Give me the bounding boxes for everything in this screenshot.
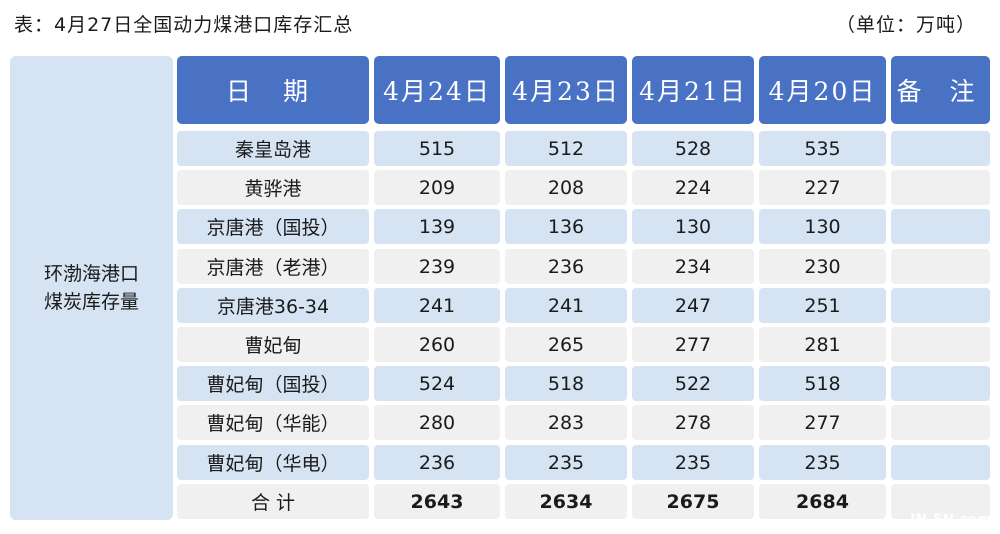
unit-label: （单位：万吨） — [835, 14, 976, 36]
inventory-value: 518 — [505, 366, 627, 401]
inventory-value: 235 — [505, 445, 627, 480]
header-apr23: 4月23日 — [505, 56, 627, 124]
inventory-value: 209 — [374, 170, 500, 205]
port-name: 曹妃甸（华能） — [177, 405, 369, 440]
inventory-value: 277 — [759, 405, 886, 440]
total-value: 2684 — [759, 484, 886, 519]
inventory-value: 235 — [759, 445, 886, 480]
inventory-value: 251 — [759, 288, 886, 323]
port-name: 黄骅港 — [177, 170, 369, 205]
port-name: 京唐港（国投） — [177, 209, 369, 244]
header-note: 备 注 — [891, 56, 990, 124]
note-cell — [891, 170, 990, 205]
inventory-value: 224 — [632, 170, 754, 205]
inventory-value: 247 — [632, 288, 754, 323]
inventory-value: 280 — [374, 405, 500, 440]
note-cell — [891, 445, 990, 480]
inventory-value: 227 — [759, 170, 886, 205]
total-label: 合 计 — [177, 484, 369, 519]
inventory-value: 518 — [759, 366, 886, 401]
port-name: 曹妃甸 — [177, 327, 369, 362]
region-label-line: 环渤海港口 — [43, 263, 139, 285]
inventory-value: 512 — [505, 131, 627, 166]
inventory-value: 535 — [759, 131, 886, 166]
note-cell — [891, 249, 990, 284]
inventory-value: 230 — [759, 249, 886, 284]
watermark: IN-EN.com — [910, 512, 992, 528]
inventory-value: 265 — [505, 327, 627, 362]
region-label: 环渤海港口 煤炭库存量 — [10, 260, 173, 316]
inventory-value: 239 — [374, 249, 500, 284]
note-cell — [891, 484, 990, 519]
inventory-value: 234 — [632, 249, 754, 284]
inventory-value: 236 — [505, 249, 627, 284]
port-name: 曹妃甸（华电） — [177, 445, 369, 480]
inventory-value: 130 — [632, 209, 754, 244]
inventory-value: 208 — [505, 170, 627, 205]
inventory-value: 130 — [759, 209, 886, 244]
inventory-value: 236 — [374, 445, 500, 480]
inventory-value: 515 — [374, 131, 500, 166]
header-apr20: 4月20日 — [759, 56, 886, 124]
table-title: 表：4月27日全国动力煤港口库存汇总 — [14, 14, 354, 36]
port-name: 秦皇岛港 — [177, 131, 369, 166]
note-cell — [891, 366, 990, 401]
header-date: 日 期 — [177, 56, 369, 124]
note-cell — [891, 131, 990, 166]
header-apr24: 4月24日 — [374, 56, 500, 124]
total-value: 2643 — [374, 484, 500, 519]
inventory-value: 281 — [759, 327, 886, 362]
inventory-value: 241 — [505, 288, 627, 323]
total-value: 2634 — [505, 484, 627, 519]
total-value: 2675 — [632, 484, 754, 519]
note-cell — [891, 327, 990, 362]
region-cell: 环渤海港口 煤炭库存量 — [10, 56, 173, 520]
inventory-value: 260 — [374, 327, 500, 362]
note-cell — [891, 209, 990, 244]
inventory-value: 522 — [632, 366, 754, 401]
inventory-value: 139 — [374, 209, 500, 244]
inventory-value: 528 — [632, 131, 754, 166]
port-name: 京唐港36-34 — [177, 288, 369, 323]
inventory-value: 241 — [374, 288, 500, 323]
inventory-value: 277 — [632, 327, 754, 362]
inventory-value: 524 — [374, 366, 500, 401]
region-label-line: 煤炭库存量 — [43, 291, 139, 313]
note-cell — [891, 405, 990, 440]
note-cell — [891, 288, 990, 323]
inventory-value: 278 — [632, 405, 754, 440]
port-name: 京唐港（老港） — [177, 249, 369, 284]
inventory-value: 136 — [505, 209, 627, 244]
header-apr21: 4月21日 — [632, 56, 754, 124]
port-name: 曹妃甸（国投） — [177, 366, 369, 401]
inventory-value: 235 — [632, 445, 754, 480]
inventory-value: 283 — [505, 405, 627, 440]
